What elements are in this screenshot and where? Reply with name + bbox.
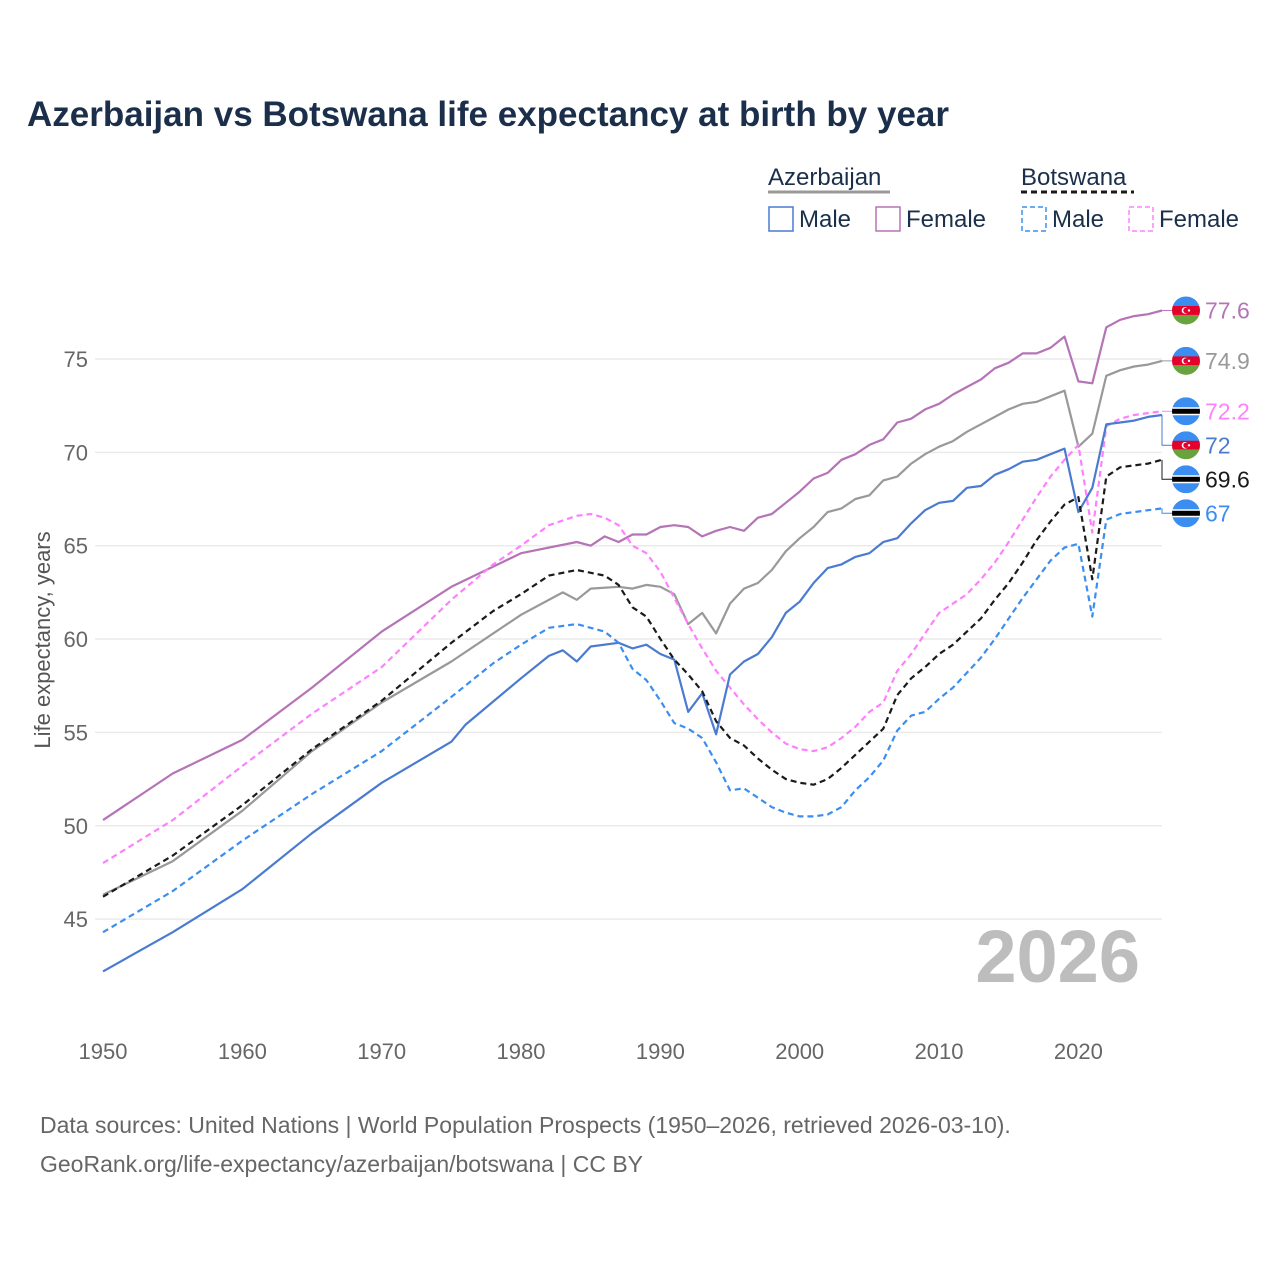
flag-black-band: [1172, 476, 1200, 482]
flag-body: [1172, 499, 1200, 528]
series-line-botswana-female: [102, 410, 1163, 865]
flag-black-band: [1172, 408, 1200, 414]
end-label-value: 74.9: [1205, 348, 1250, 374]
end-label-value: 72: [1205, 432, 1231, 458]
botswana-flag-icon: [1172, 465, 1200, 494]
flag-star: [1187, 444, 1191, 447]
flag-stripe-blue: [1172, 346, 1200, 357]
y-tick-label: 55: [64, 720, 88, 745]
legend-azerbaijan-female: Female: [906, 206, 986, 233]
flag-crescent-cut: [1183, 442, 1189, 448]
footer: Data sources: United Nations | World Pop…: [40, 1106, 1011, 1184]
azerbaijan-flag-icon: [1172, 346, 1200, 375]
series-line-botswana-male: [102, 507, 1163, 934]
flag-body: [1172, 296, 1200, 325]
flag-star: [1187, 309, 1191, 312]
series-lines: [102, 309, 1163, 973]
legend-azerbaijan-male-swatch: [768, 206, 794, 232]
end-label-value: 72.2: [1205, 398, 1250, 424]
x-tick-label: 2020: [1054, 1039, 1103, 1064]
legend-botswana-female: Female: [1159, 206, 1239, 233]
y-tick-label: 60: [64, 627, 88, 652]
end-label-value: 69.6: [1205, 466, 1250, 492]
flag-stripe-blue: [1172, 296, 1200, 307]
x-tick-label: 1990: [636, 1039, 685, 1064]
y-axis-ticks: 45 50 55 60 65 70 75: [64, 347, 88, 932]
series-line-botswana: [102, 458, 1163, 898]
x-tick-label: 2010: [915, 1039, 964, 1064]
legend-botswana-title: Botswana: [1021, 164, 1127, 191]
legend-botswana-male: Male: [1052, 206, 1104, 233]
y-tick-label: 50: [64, 814, 88, 839]
flag-crescent-cut: [1183, 358, 1189, 364]
legend-botswana-female-swatch: [1128, 206, 1154, 232]
flag-crescent-cut: [1183, 307, 1189, 314]
end-label-connector: [1161, 459, 1172, 480]
watermark-year: 2026: [975, 915, 1140, 998]
series-line-azerbaijan-female: [102, 309, 1163, 822]
y-tick-label: 75: [64, 347, 88, 372]
x-tick-label: 2000: [775, 1039, 824, 1064]
azerbaijan-flag-icon: [1172, 296, 1200, 325]
series-line-azerbaijan: [102, 359, 1163, 896]
end-label-connector: [1161, 415, 1172, 446]
legend-botswana-male-swatch: [1021, 206, 1047, 232]
y-tick-label: 70: [64, 440, 88, 465]
flag-body: [1172, 397, 1200, 426]
x-tick-label: 1950: [79, 1039, 128, 1064]
flag-stripe-green: [1172, 314, 1200, 325]
flag-black-band: [1172, 510, 1200, 516]
botswana-flag-icon: [1172, 499, 1200, 528]
end-labels: 77.6 74.9 72.2 72 69.6 67: [1161, 296, 1250, 528]
flag-body: [1172, 346, 1200, 375]
series-line-azerbaijan-male: [102, 413, 1163, 973]
chart-title: Azerbaijan vs Botswana life expectancy a…: [27, 95, 950, 134]
flag-body: [1172, 431, 1200, 460]
end-label-connector: [1161, 508, 1172, 514]
legend: Azerbaijan Male Female Botswana Male Fem…: [768, 164, 1239, 233]
end-label-value: 67: [1205, 500, 1231, 526]
footer-link[interactable]: GeoRank.org/life-expectancy/azerbaijan/b…: [40, 1151, 644, 1177]
x-axis-ticks: 1950 1960 1970 1980 1990 2000 2010 2020: [79, 1039, 1103, 1064]
flag-stripe-green: [1172, 449, 1200, 460]
flag-star: [1187, 359, 1191, 363]
x-tick-label: 1980: [497, 1039, 546, 1064]
y-tick-label: 65: [64, 534, 88, 559]
gridlines: [95, 358, 1162, 920]
end-label-value: 77.6: [1205, 297, 1250, 323]
x-tick-label: 1960: [218, 1039, 267, 1064]
botswana-flag-icon: [1172, 397, 1200, 426]
flag-stripe-blue: [1172, 431, 1200, 442]
flag-stripe-green: [1172, 365, 1200, 375]
footer-sources: Data sources: United Nations | World Pop…: [40, 1112, 1011, 1138]
legend-azerbaijan-female-swatch: [875, 206, 901, 232]
flag-body: [1172, 465, 1200, 494]
legend-azerbaijan-male: Male: [799, 206, 851, 233]
y-tick-label: 45: [64, 907, 88, 932]
legend-azerbaijan-title: Azerbaijan: [768, 164, 881, 191]
y-axis-label: Life expectancy, years: [30, 531, 55, 748]
x-tick-label: 1970: [357, 1039, 406, 1064]
azerbaijan-flag-icon: [1172, 431, 1200, 460]
